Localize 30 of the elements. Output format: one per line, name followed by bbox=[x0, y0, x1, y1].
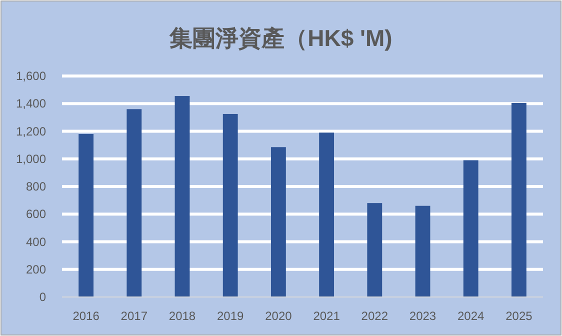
y-tick-label: 200 bbox=[26, 262, 46, 276]
bar bbox=[511, 102, 526, 297]
x-tick-label: 2024 bbox=[458, 309, 485, 323]
y-tick-label: 1,600 bbox=[16, 69, 46, 83]
bar bbox=[463, 160, 478, 297]
x-tick-label: 2017 bbox=[120, 309, 148, 323]
y-tick-label: 800 bbox=[26, 180, 46, 194]
y-tick-label: 600 bbox=[26, 207, 46, 222]
y-tick-label: 1,200 bbox=[16, 124, 46, 138]
x-tick-label: 2023 bbox=[409, 309, 436, 323]
y-tick-label: 1,400 bbox=[16, 96, 46, 111]
x-tick-label: 2025 bbox=[506, 309, 533, 323]
bar bbox=[222, 114, 238, 297]
bar bbox=[126, 109, 142, 297]
x-tick-label: 2021 bbox=[313, 309, 340, 323]
x-tick-label: 2019 bbox=[217, 309, 244, 323]
y-tick-label: 1,000 bbox=[16, 152, 46, 166]
x-tick-label: 2016 bbox=[72, 309, 100, 323]
y-tick-label: 0 bbox=[39, 290, 46, 304]
x-tick-label: 2022 bbox=[361, 309, 388, 323]
bar bbox=[319, 132, 334, 297]
x-tick-label: 2020 bbox=[265, 309, 292, 323]
bar bbox=[78, 134, 94, 297]
bar bbox=[367, 203, 382, 297]
chart-title: 集團淨資產（HK$ 'M) bbox=[168, 25, 392, 51]
x-tick-label: 2018 bbox=[168, 309, 196, 323]
y-tick-label: 400 bbox=[26, 234, 46, 249]
bar bbox=[270, 147, 286, 297]
bar bbox=[174, 96, 190, 297]
bar bbox=[415, 206, 430, 297]
